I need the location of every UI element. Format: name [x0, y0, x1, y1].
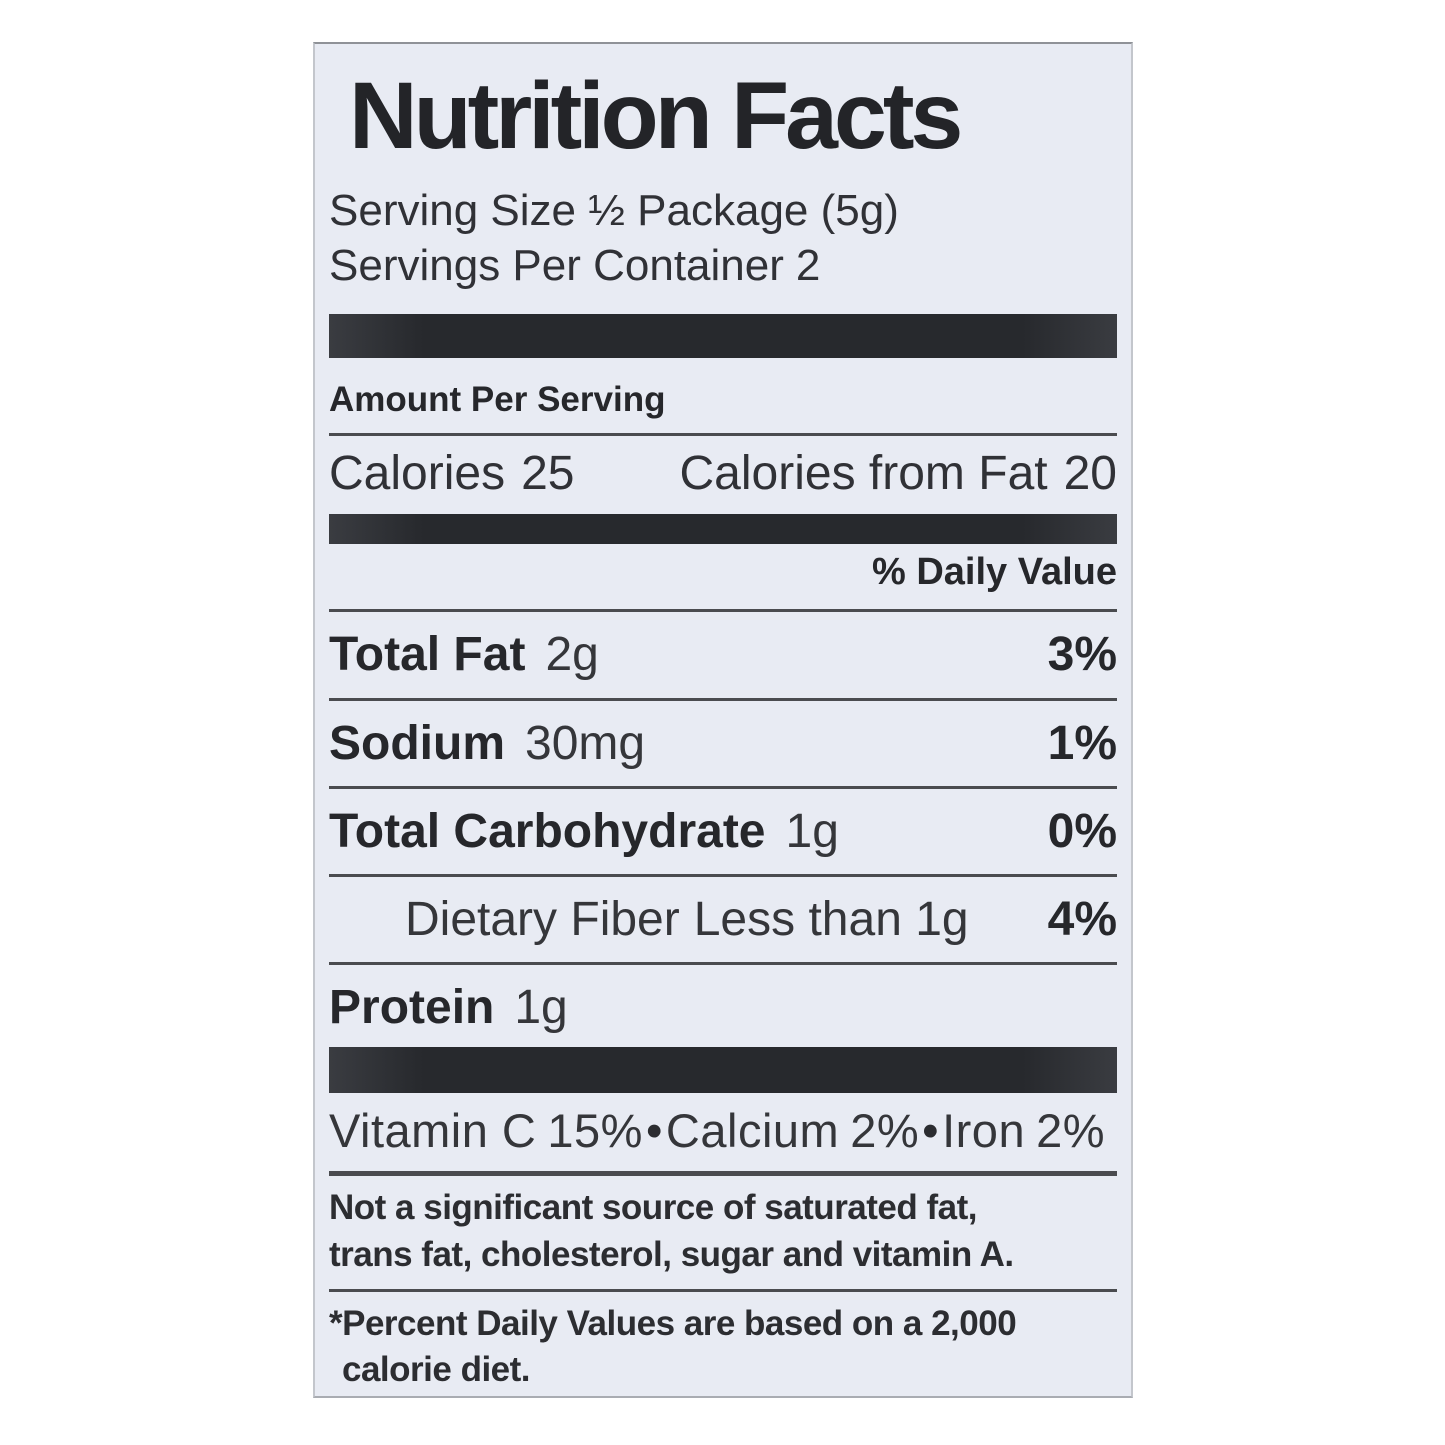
divider-under-vitamins — [329, 1171, 1117, 1177]
calories-value: 25 — [521, 446, 575, 500]
nutrient-name: Protein — [329, 981, 495, 1035]
vitamin-c-value: 15% — [547, 1104, 643, 1158]
nutrient-left: Total Carbohydrate 1g — [329, 804, 839, 859]
nutrient-daily-value: 1% — [1047, 716, 1117, 770]
footnote-not-significant: Not a significant source of saturated fa… — [329, 1185, 1117, 1277]
nutrient-amount: Less than 1g — [693, 892, 969, 946]
nutrient-row-protein: Protein 1g — [329, 965, 1117, 1035]
label-title: Nutrition Facts — [349, 63, 963, 169]
calories-row: Calories 25 Calories from Fat 20 — [329, 447, 1117, 501]
nutrient-amount: 1g — [514, 981, 568, 1035]
nutrient-row-dietary-fiber: Dietary Fiber Less than 1g 4% — [329, 877, 1117, 966]
daily-value-header: % Daily Value — [871, 550, 1117, 593]
thick-divider-top — [329, 313, 1117, 358]
vitamins-row: Vitamin C 15%•Calcium 2%•Iron 2% — [329, 1104, 1117, 1158]
nutrient-amount: 2g — [545, 628, 599, 682]
servings-per-container-value: 2 — [795, 241, 821, 291]
nutrient-row-sodium: Sodium 30mg 1% — [329, 701, 1117, 789]
nutrient-daily-value: 4% — [1047, 892, 1117, 946]
serving-info-block: Serving Size ½ Package (5g) Servings Per… — [329, 183, 1117, 294]
calcium-value: 2% — [850, 1104, 920, 1158]
nutrient-left: Protein 1g — [329, 980, 568, 1035]
nutrient-left: Dietary Fiber Less than 1g — [329, 892, 969, 947]
nutrient-name: Sodium — [329, 716, 505, 770]
servings-per-container-label: Servings Per Container — [329, 241, 784, 291]
serving-size-line: Serving Size ½ Package (5g) — [329, 185, 899, 235]
servings-per-container-line: Servings Per Container 2 — [329, 238, 1117, 293]
bullet-separator: • — [645, 1104, 663, 1158]
iron-value: 2% — [1036, 1104, 1106, 1158]
nutrient-amount: 30mg — [525, 716, 646, 770]
calories-label: Calories — [329, 446, 506, 500]
footnote-line: calorie diet. — [342, 1349, 531, 1389]
nutrition-facts-label: Nutrition Facts Serving Size ½ Package (… — [313, 42, 1133, 1398]
footnote-percent-daily-values: *Percent Daily Values are based on a 2,0… — [329, 1301, 1117, 1393]
thick-divider-bottom — [329, 1047, 1117, 1094]
amount-per-serving-label: Amount Per Serving — [329, 379, 666, 419]
nutrient-name: Dietary Fiber — [405, 892, 680, 946]
footnote-line: *Percent Daily Values are based on a 2,0… — [329, 1303, 1017, 1343]
nutrient-name: Total Fat — [329, 628, 526, 682]
divider-under-footnote — [329, 1288, 1117, 1292]
calories-from-fat-value: 20 — [1063, 446, 1117, 500]
divider-under-daily-value — [329, 609, 1117, 613]
footnote-line: Not a significant source of saturated fa… — [329, 1188, 978, 1228]
iron-name: Iron — [942, 1104, 1026, 1158]
nutrient-row-total-fat: Total Fat 2g 3% — [329, 612, 1117, 701]
nutrient-row-total-carbohydrate: Total Carbohydrate 1g 0% — [329, 789, 1117, 877]
nutrient-name: Total Carbohydrate — [329, 804, 766, 858]
nutrient-left: Total Fat 2g — [329, 627, 599, 682]
calcium-name: Calcium — [665, 1104, 840, 1158]
calories-left: Calories 25 — [329, 447, 574, 501]
vitamin-c-name: Vitamin C — [329, 1104, 537, 1158]
divider-under-amount-per-serving — [329, 432, 1117, 436]
bullet-separator: • — [922, 1104, 940, 1158]
nutrient-daily-value: 0% — [1047, 804, 1117, 858]
nutrient-daily-value: 3% — [1047, 628, 1117, 682]
footnote-line: trans fat, cholesterol, sugar and vitami… — [329, 1234, 1014, 1274]
nutrient-amount: 1g — [785, 804, 839, 858]
thick-divider-calories — [329, 513, 1117, 544]
calories-from-fat: Calories from Fat 20 — [680, 447, 1117, 501]
nutrient-left: Sodium 30mg — [329, 716, 645, 771]
calories-from-fat-label: Calories from Fat — [679, 446, 1048, 500]
